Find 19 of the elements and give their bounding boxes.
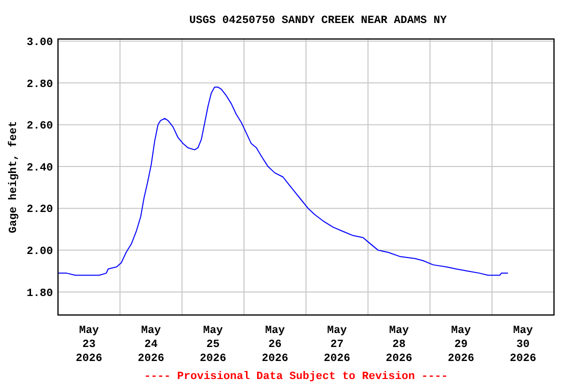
x-tick-label: May 29 2026 — [448, 325, 474, 365]
x-tick-label: May 25 2026 — [200, 325, 226, 365]
x-tick-label: May 23 2026 — [76, 325, 102, 365]
y-tick-label: 2.60 — [26, 120, 53, 133]
x-tick-label: May 28 2026 — [386, 325, 412, 365]
y-tick-label: 2.40 — [26, 162, 53, 174]
y-tick-label: 2.20 — [26, 204, 53, 216]
x-tick-label: May 26 2026 — [262, 325, 288, 365]
x-tick-label: May 30 2026 — [510, 325, 536, 365]
y-tick-label: 3.00 — [26, 36, 53, 49]
x-tick-label: May 27 2026 — [324, 325, 350, 365]
x-tick-label: May 24 2026 — [138, 325, 164, 365]
y-tick-label: 1.80 — [26, 288, 53, 300]
y-tick-label: 2.00 — [26, 246, 53, 258]
chart-title: USGS 04250750 SANDY CREEK NEAR ADAMS NY — [189, 15, 448, 27]
y-tick-label: 2.80 — [26, 78, 53, 91]
text: ---- Provisional Data Subject to Revision ---- — [144, 371, 448, 383]
line-series — [58, 86, 509, 276]
y-axis-title: Gage height, feet — [7, 120, 20, 234]
